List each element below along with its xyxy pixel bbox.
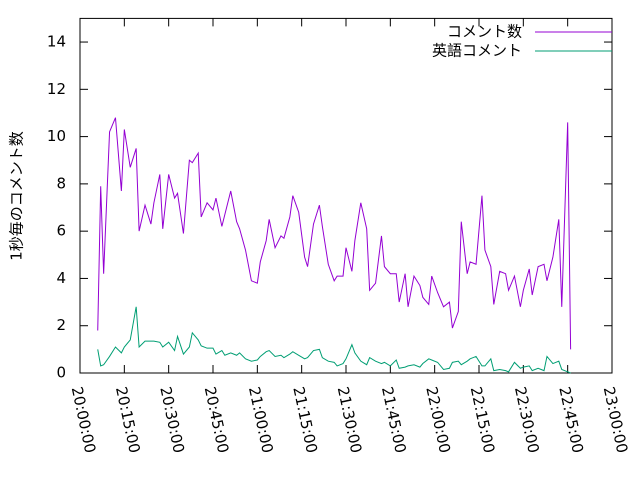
y-tick-label: 14 [47, 33, 66, 51]
series-line [97, 306, 571, 374]
x-tick-label: 20:15:00 [112, 385, 144, 455]
y-tick-label: 4 [56, 269, 66, 287]
x-tick-label: 22:45:00 [555, 385, 587, 455]
y-tick-label: 8 [56, 174, 66, 192]
series-line [97, 117, 572, 350]
x-tick-label: 20:30:00 [156, 385, 188, 455]
y-tick-label: 2 [56, 316, 66, 334]
x-tick-label: 21:15:00 [289, 385, 321, 455]
plot-frame [79, 17, 613, 374]
y-tick-label: 10 [47, 127, 66, 145]
y-tick-label: 12 [47, 80, 66, 98]
x-tick-label: 20:00:00 [68, 385, 100, 455]
x-tick-label: 21:45:00 [378, 385, 410, 455]
y-tick-label: 0 [56, 364, 66, 382]
x-tick-label: 20:45:00 [201, 385, 233, 455]
legend-label: コメント数 [447, 23, 522, 41]
x-tick-label: 21:30:00 [334, 385, 366, 455]
y-axis-label: 1秒毎のコメント数 [8, 131, 26, 261]
x-tick-label: 22:15:00 [467, 385, 499, 455]
x-tick-label: 23:00:00 [600, 385, 632, 455]
x-tick-label: 21:00:00 [245, 385, 277, 455]
y-tick-label: 6 [56, 222, 66, 240]
legend-label: 英語コメント [432, 42, 522, 60]
x-tick-label: 22:00:00 [422, 385, 454, 455]
x-tick-label: 22:30:00 [511, 385, 543, 455]
